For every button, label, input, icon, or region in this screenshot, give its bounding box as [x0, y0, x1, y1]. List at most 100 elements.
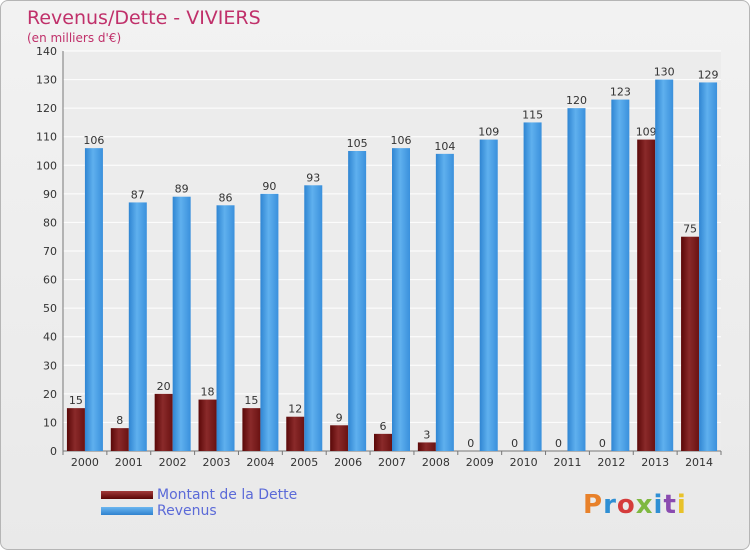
x-tick-label: 2012 [597, 456, 625, 469]
data-label-revenus: 87 [131, 188, 145, 201]
data-label-revenus: 90 [262, 180, 276, 193]
bar-dette [198, 399, 217, 451]
y-tick-label: 40 [43, 331, 57, 344]
y-tick-label: 50 [43, 302, 57, 315]
x-tick-label: 2008 [422, 456, 450, 469]
data-label-dette: 8 [116, 414, 123, 427]
data-label-revenus: 93 [306, 171, 320, 184]
data-label-revenus: 104 [434, 140, 455, 153]
bar-revenus [348, 151, 367, 451]
bar-revenus [655, 79, 674, 452]
data-label-dette: 0 [599, 437, 606, 450]
data-label-dette: 0 [511, 437, 518, 450]
data-label-dette: 15 [244, 394, 258, 407]
legend-item-revenus: Revenus [101, 503, 297, 519]
bar-dette [330, 425, 349, 451]
data-label-revenus: 115 [522, 108, 543, 121]
data-label-revenus: 89 [175, 183, 189, 196]
logo-letter: x [635, 490, 654, 520]
y-tick-label: 20 [43, 388, 57, 401]
y-tick-label: 130 [36, 74, 57, 87]
data-label-revenus: 109 [478, 126, 499, 139]
x-tick-label: 2007 [378, 456, 406, 469]
x-tick-label: 2009 [466, 456, 494, 469]
bar-revenus [479, 139, 498, 452]
logo-letter: P [583, 490, 604, 520]
y-tick-label: 110 [36, 131, 57, 144]
bar-revenus [260, 193, 279, 451]
data-label-dette: 15 [69, 394, 83, 407]
x-tick-label: 2005 [290, 456, 318, 469]
data-label-revenus: 105 [347, 137, 368, 150]
chart-legend: Montant de la Dette Revenus [101, 487, 297, 519]
data-label-dette: 9 [336, 411, 343, 424]
logo-letter: o [616, 490, 636, 520]
data-label-revenus: 123 [610, 86, 631, 99]
data-label-dette: 0 [555, 437, 562, 450]
x-tick-label: 2000 [71, 456, 99, 469]
bar-dette [286, 416, 305, 451]
data-label-revenus: 106 [83, 134, 104, 147]
y-tick-label: 80 [43, 216, 57, 229]
bar-revenus [216, 205, 235, 451]
x-tick-label: 2002 [159, 456, 187, 469]
y-tick-label: 90 [43, 188, 57, 201]
bar-revenus [128, 202, 147, 451]
bar-revenus [304, 185, 323, 452]
y-tick-label: 10 [43, 416, 57, 429]
data-label-revenus: 120 [566, 94, 587, 107]
x-tick-label: 2010 [510, 456, 538, 469]
chart-subtitle: (en milliers d'€) [27, 31, 122, 45]
y-tick-label: 100 [36, 159, 57, 172]
y-tick-label: 30 [43, 359, 57, 372]
bar-dette [66, 408, 85, 451]
data-label-dette: 6 [380, 420, 387, 433]
legend-swatch-dette [101, 491, 153, 499]
bar-revenus [392, 148, 410, 451]
data-label-revenus: 129 [698, 68, 719, 81]
bar-dette [242, 408, 261, 451]
data-label-revenus: 130 [654, 66, 675, 79]
x-tick-label: 2013 [641, 456, 669, 469]
logo-letter: i [676, 490, 687, 520]
data-label-revenus: 86 [219, 191, 233, 204]
x-tick-label: 2014 [685, 456, 713, 469]
logo-letter: r [603, 490, 617, 520]
legend-swatch-revenus [101, 507, 153, 515]
bar-revenus [611, 99, 630, 452]
y-tick-label: 60 [43, 274, 57, 287]
bar-dette [681, 236, 700, 451]
x-tick-label: 2004 [246, 456, 274, 469]
data-label-revenus: 106 [391, 134, 412, 147]
bar-dette [110, 428, 129, 451]
legend-label-dette: Montant de la Dette [157, 487, 298, 503]
y-tick-label: 140 [36, 45, 57, 58]
bar-revenus [567, 108, 586, 452]
data-label-dette: 20 [157, 380, 171, 393]
y-tick-label: 70 [43, 245, 57, 258]
bar-revenus [172, 196, 191, 451]
x-tick-label: 2011 [553, 456, 581, 469]
bar-dette [374, 433, 392, 451]
y-tick-label: 120 [36, 102, 57, 115]
legend-item-dette: Montant de la Dette [101, 487, 297, 503]
data-label-dette: 12 [288, 403, 302, 416]
x-tick-label: 2001 [115, 456, 143, 469]
proxiti-logo: Proxiti [583, 490, 687, 520]
logo-letter: i [653, 490, 664, 520]
bar-revenus [699, 82, 718, 451]
x-tick-label: 2006 [334, 456, 362, 469]
bar-revenus [435, 153, 454, 451]
data-label-dette: 18 [201, 386, 215, 399]
data-label-dette: 0 [467, 437, 474, 450]
chart-title: Revenus/Dette - VIVIERS [27, 7, 261, 29]
logo-letter: t [663, 490, 677, 520]
y-tick-label: 0 [50, 445, 57, 458]
legend-label-revenus: Revenus [157, 503, 217, 519]
data-label-dette: 75 [683, 223, 697, 236]
x-tick-label: 2003 [203, 456, 231, 469]
data-label-dette: 3 [423, 428, 430, 441]
bar-revenus [84, 148, 103, 451]
